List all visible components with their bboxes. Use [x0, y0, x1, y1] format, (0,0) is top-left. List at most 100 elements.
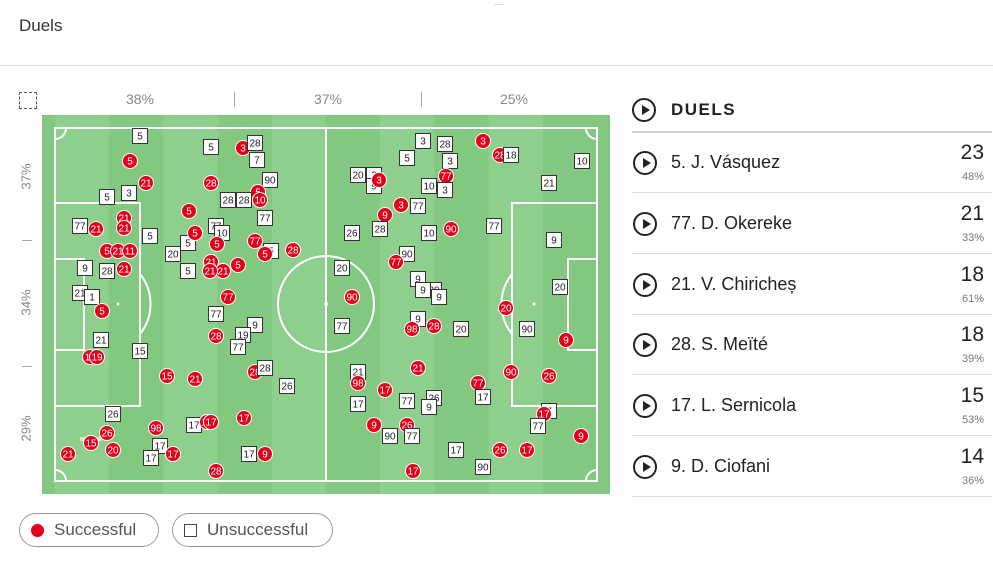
- duel-marker-unsuccessful[interactable]: 9: [247, 317, 263, 333]
- duel-marker-successful[interactable]: 26: [541, 368, 557, 384]
- duel-marker-unsuccessful[interactable]: 77: [410, 198, 426, 214]
- duel-marker-successful[interactable]: 21: [116, 261, 132, 277]
- duel-marker-successful[interactable]: 17: [165, 446, 181, 462]
- duel-marker-successful[interactable]: 28: [208, 463, 224, 479]
- duel-marker-successful[interactable]: 21: [60, 446, 76, 462]
- duel-marker-unsuccessful[interactable]: 77: [257, 210, 273, 226]
- duel-marker-successful[interactable]: 28: [285, 242, 301, 258]
- duel-marker-successful[interactable]: 3: [475, 133, 491, 149]
- duel-marker-successful[interactable]: 77: [220, 289, 236, 305]
- duel-marker-unsuccessful[interactable]: 77: [399, 393, 415, 409]
- duel-marker-successful[interactable]: 9: [366, 417, 382, 433]
- duel-marker-unsuccessful[interactable]: 28: [220, 192, 236, 208]
- duel-marker-successful[interactable]: 5: [187, 225, 203, 241]
- duel-marker-successful[interactable]: 5: [122, 153, 138, 169]
- duel-marker-successful[interactable]: 15: [83, 435, 99, 451]
- duel-marker-successful[interactable]: 28: [208, 328, 224, 344]
- duel-marker-unsuccessful[interactable]: 18: [503, 147, 519, 163]
- duel-marker-unsuccessful[interactable]: 21: [93, 332, 109, 348]
- duel-marker-unsuccessful[interactable]: 9: [546, 232, 562, 248]
- duel-marker-unsuccessful[interactable]: 17: [152, 438, 168, 454]
- duel-marker-unsuccessful[interactable]: 17: [143, 450, 159, 466]
- duel-marker-successful[interactable]: 21: [88, 221, 104, 237]
- duel-marker-successful[interactable]: 3: [393, 197, 409, 213]
- duel-marker-successful[interactable]: 98: [148, 420, 164, 436]
- duel-marker-unsuccessful[interactable]: 5: [203, 139, 219, 155]
- duel-marker-unsuccessful[interactable]: 3: [442, 153, 458, 169]
- duel-marker-successful[interactable]: 28: [426, 318, 442, 334]
- duel-marker-unsuccessful[interactable]: 20: [552, 279, 568, 295]
- play-icon[interactable]: [632, 98, 656, 122]
- duel-marker-unsuccessful[interactable]: 15: [132, 343, 148, 359]
- duel-marker-unsuccessful[interactable]: 90: [519, 321, 535, 337]
- duel-marker-unsuccessful[interactable]: 77: [486, 218, 502, 234]
- duel-marker-unsuccessful[interactable]: 10: [421, 178, 437, 194]
- player-row[interactable]: 9. D. Ciofani 14 36%: [632, 437, 992, 497]
- duel-marker-unsuccessful[interactable]: 28: [257, 360, 273, 376]
- duel-marker-unsuccessful[interactable]: 90: [262, 172, 278, 188]
- duel-marker-unsuccessful[interactable]: 20: [453, 321, 469, 337]
- player-row[interactable]: 28. S. Meïté 18 39%: [632, 315, 992, 375]
- duel-marker-successful[interactable]: 77: [470, 375, 486, 391]
- duel-marker-successful[interactable]: 98: [350, 375, 366, 391]
- duel-marker-successful[interactable]: 21: [187, 371, 203, 387]
- duel-marker-successful[interactable]: 21: [410, 360, 426, 376]
- duel-marker-successful[interactable]: 21: [116, 220, 132, 236]
- duel-marker-successful[interactable]: 90: [344, 289, 360, 305]
- duel-marker-unsuccessful[interactable]: 90: [382, 428, 398, 444]
- duel-marker-unsuccessful[interactable]: 5: [99, 189, 115, 205]
- duel-marker-successful[interactable]: 5: [181, 203, 197, 219]
- duel-marker-successful[interactable]: 17: [203, 414, 219, 430]
- duel-marker-successful[interactable]: 5: [209, 236, 225, 252]
- duel-marker-unsuccessful[interactable]: 3: [121, 185, 137, 201]
- player-row[interactable]: 17. L. Sernicola 15 53%: [632, 376, 992, 436]
- duel-marker-successful[interactable]: 20: [498, 300, 514, 316]
- duel-marker-unsuccessful[interactable]: 5: [142, 228, 158, 244]
- player-row[interactable]: 77. D. Okereke 21 33%: [632, 194, 992, 254]
- duel-marker-unsuccessful[interactable]: 77: [530, 418, 546, 434]
- duel-marker-successful[interactable]: 26: [99, 425, 115, 441]
- duel-marker-successful[interactable]: 90: [503, 364, 519, 380]
- duel-marker-successful[interactable]: 26: [492, 442, 508, 458]
- duel-marker-unsuccessful[interactable]: 17: [241, 446, 257, 462]
- duel-marker-successful[interactable]: 3: [371, 172, 387, 188]
- duel-marker-unsuccessful[interactable]: 10: [574, 153, 590, 169]
- duel-marker-unsuccessful[interactable]: 17: [186, 417, 202, 433]
- legend-unsuccessful-toggle[interactable]: Unsuccessful: [172, 513, 333, 547]
- player-row[interactable]: 21. V. Chiricheș 18 61%: [632, 255, 992, 315]
- duel-marker-unsuccessful[interactable]: 28: [236, 192, 252, 208]
- duel-marker-successful[interactable]: 5: [230, 257, 246, 273]
- duel-marker-unsuccessful[interactable]: 90: [475, 459, 491, 475]
- duel-marker-successful[interactable]: 9: [377, 207, 393, 223]
- duel-marker-unsuccessful[interactable]: 26: [344, 225, 360, 241]
- play-icon[interactable]: [633, 333, 657, 357]
- duel-marker-unsuccessful[interactable]: 21: [350, 364, 366, 380]
- duel-marker-successful[interactable]: 98: [404, 321, 420, 337]
- duel-marker-unsuccessful[interactable]: 77: [72, 218, 88, 234]
- duel-marker-successful[interactable]: 9: [257, 446, 273, 462]
- duel-marker-unsuccessful[interactable]: 90: [399, 246, 415, 262]
- duel-marker-unsuccessful[interactable]: 10: [421, 225, 437, 241]
- play-icon[interactable]: [633, 455, 657, 479]
- duel-marker-unsuccessful[interactable]: 17: [475, 389, 491, 405]
- duel-marker-unsuccessful[interactable]: 20: [350, 167, 366, 183]
- duel-marker-successful[interactable]: 77: [438, 168, 454, 184]
- duel-marker-successful[interactable]: 15: [159, 368, 175, 384]
- duel-marker-unsuccessful[interactable]: 5: [132, 128, 148, 144]
- duel-marker-unsuccessful[interactable]: 17: [350, 396, 366, 412]
- duel-marker-unsuccessful[interactable]: 5: [180, 263, 196, 279]
- duel-marker-unsuccessful[interactable]: 3: [437, 182, 453, 198]
- duel-marker-successful[interactable]: 5: [94, 303, 110, 319]
- duel-marker-successful[interactable]: 17: [236, 410, 252, 426]
- duel-marker-unsuccessful[interactable]: 77: [334, 318, 350, 334]
- duel-marker-successful[interactable]: 90: [443, 221, 459, 237]
- play-icon[interactable]: [633, 273, 657, 297]
- duel-marker-successful[interactable]: 28: [203, 175, 219, 191]
- duel-marker-unsuccessful[interactable]: 9: [77, 260, 93, 276]
- duel-marker-unsuccessful[interactable]: 7: [249, 152, 265, 168]
- duel-marker-successful[interactable]: 21: [138, 175, 154, 191]
- pitch-map[interactable]: 5532875215328905282810775217721215557710…: [42, 115, 610, 494]
- duel-marker-successful[interactable]: 21: [202, 263, 218, 279]
- duel-marker-unsuccessful[interactable]: 28: [437, 136, 453, 152]
- legend-successful-toggle[interactable]: Successful: [19, 513, 159, 547]
